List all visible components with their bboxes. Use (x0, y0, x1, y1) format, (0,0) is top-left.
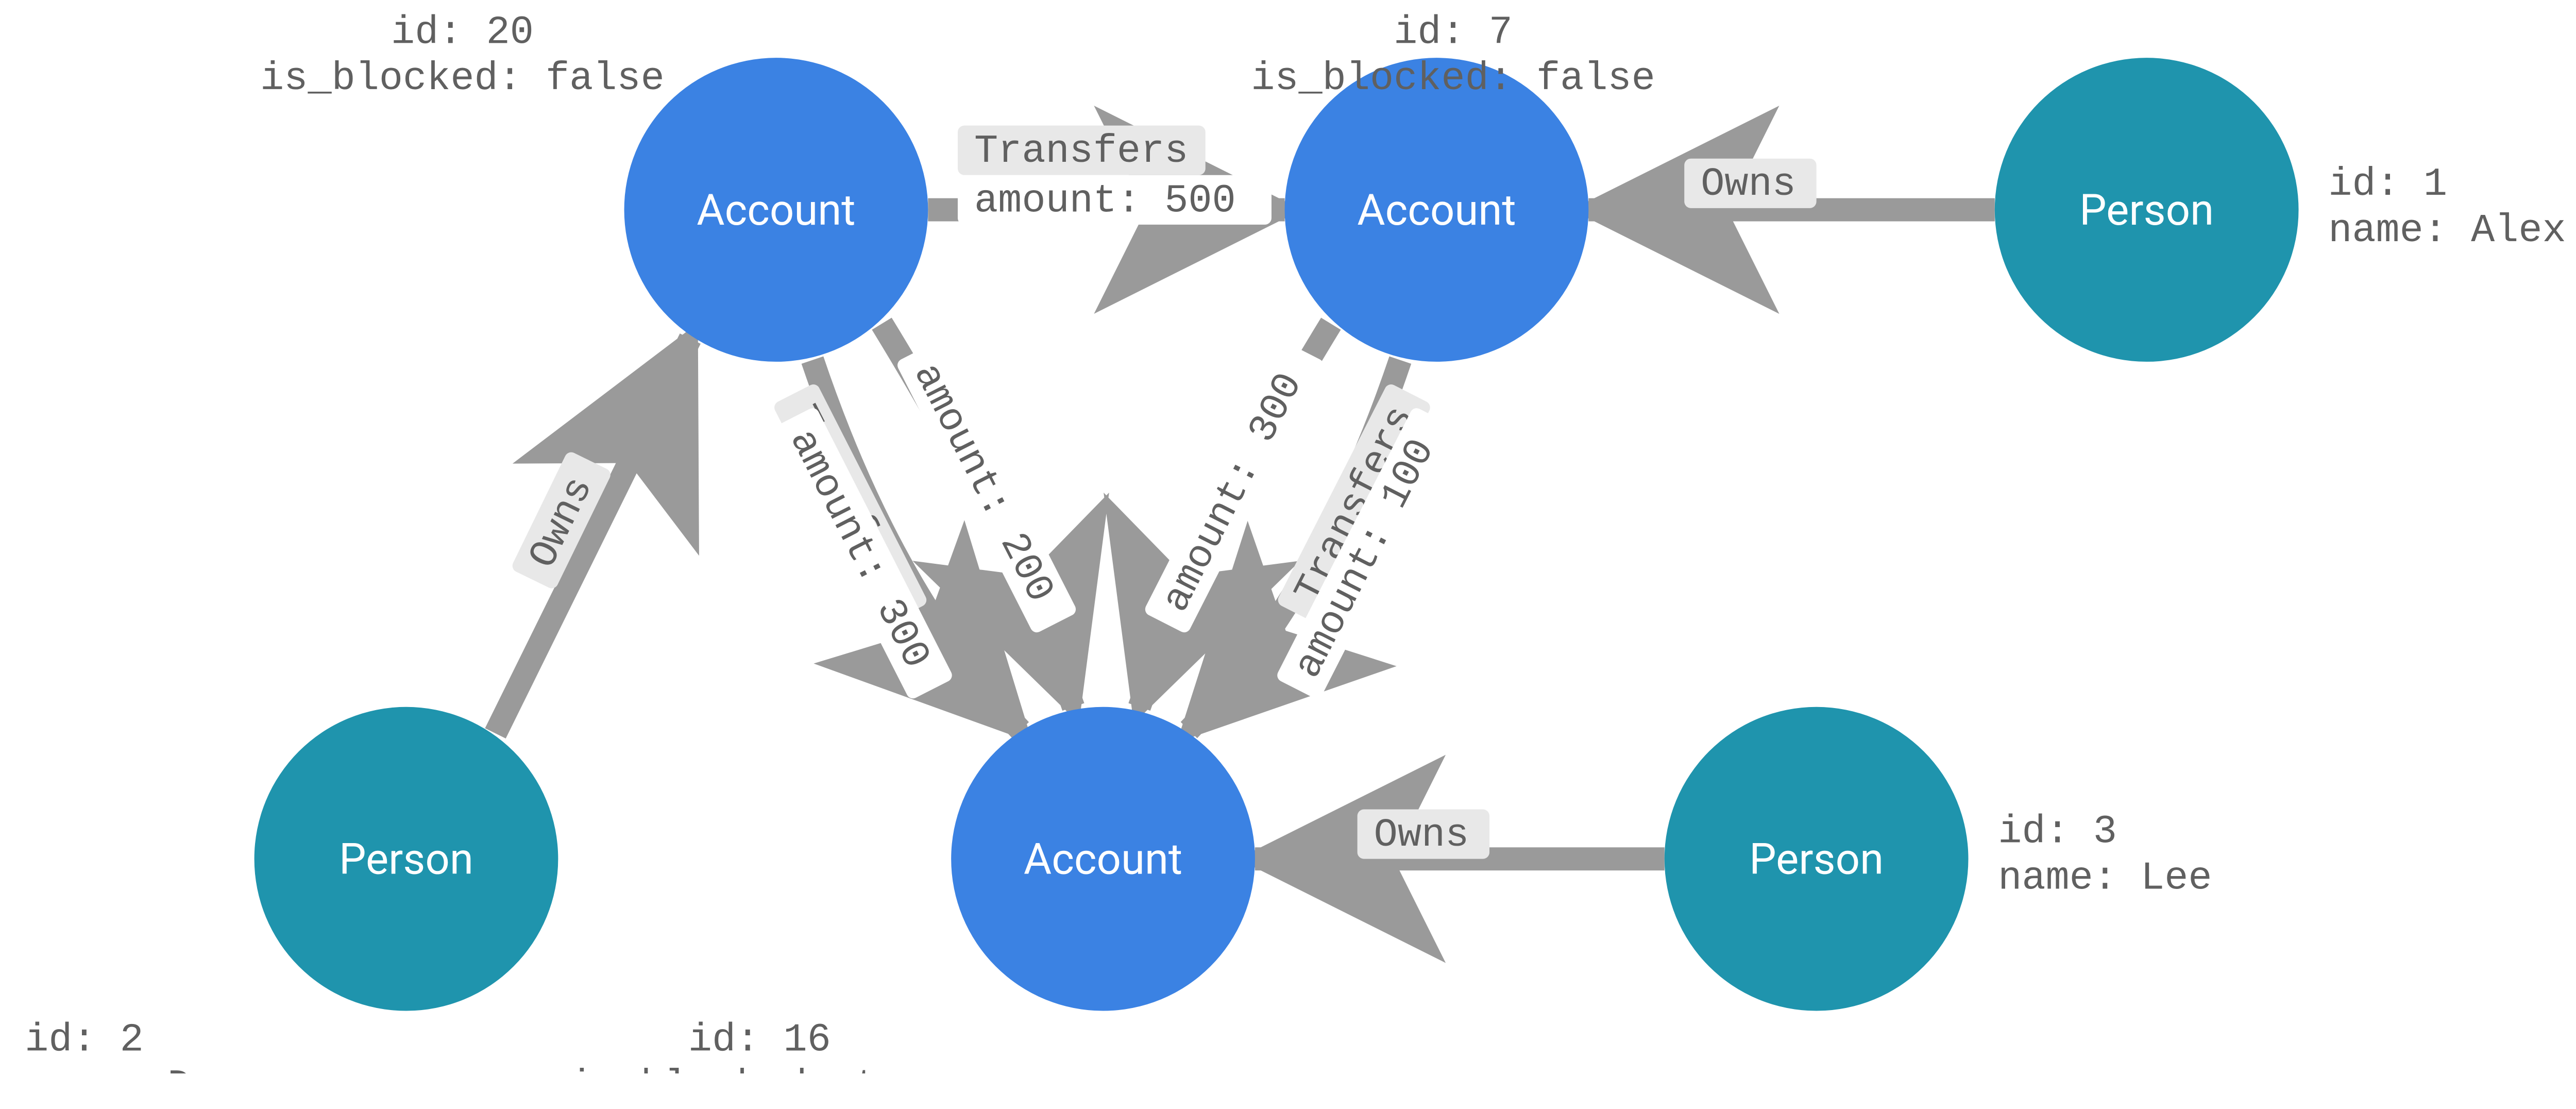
edge-label-e_owns_1_7: Owns (1684, 159, 1816, 208)
node-props-person2: id: 2name: Dana (25, 1018, 263, 1073)
node-prop: is_blocked: false (260, 57, 665, 102)
node-label: Person (2079, 186, 2214, 236)
node-props-person3: id: 3name: Lee (1998, 810, 2212, 901)
node-props-person1: id: 1name: Alex (2328, 162, 2566, 254)
edge-label-e_owns_3_16: Owns (1358, 810, 1489, 859)
edge-label-text: Owns (1701, 162, 1796, 207)
node-label: Account (697, 186, 855, 236)
node-props-acct7: id: 7is_blocked: false (1251, 10, 1655, 102)
node-prop: id: 20 (391, 10, 534, 55)
node-label: Account (1024, 835, 1182, 885)
edge-label-text: Transfers (974, 129, 1188, 174)
graph-diagram: Transfersamount: 500OwnsOwnsOwnsTransfer… (0, 0, 2576, 1073)
node-prop: name: Lee (1998, 856, 2212, 901)
node-person2: Person (255, 707, 558, 1011)
node-acct7: Account (1285, 58, 1589, 362)
node-acct16: Account (951, 707, 1255, 1011)
node-prop: id: 3 (1998, 810, 2117, 855)
node-label: Account (1357, 186, 1516, 236)
edge-label-text: amount: 500 (974, 179, 1236, 224)
node-prop: id: 2 (25, 1018, 144, 1063)
node-prop: id: 7 (1394, 10, 1513, 55)
edge-label-text: Owns (1374, 813, 1469, 858)
edge-prop-e_transfers_20_16_a: amount: 300 (771, 406, 954, 701)
node-label: Person (1749, 835, 1884, 885)
node-prop: name: Dana (25, 1064, 263, 1073)
node-prop: is_blocked: true (569, 1064, 950, 1073)
node-prop: name: Alex (2328, 209, 2566, 254)
node-prop: is_blocked: false (1251, 57, 1655, 102)
node-props-acct20: id: 20is_blocked: false (260, 10, 665, 102)
edge-label-e_transfers_20_7: Transfers (958, 126, 1206, 175)
node-acct20: Account (624, 58, 928, 362)
node-prop: id: 16 (688, 1018, 831, 1063)
node-person3: Person (1665, 707, 1969, 1011)
node-prop: id: 1 (2328, 162, 2447, 207)
edge-prop-e_transfers_20_7: amount: 500 (958, 175, 1272, 225)
node-props-acct16: id: 16is_blocked: true (569, 1018, 950, 1073)
node-person1: Person (1995, 58, 2299, 362)
node-label: Person (339, 835, 473, 885)
edge-label-text: amount: 200 (904, 356, 1062, 610)
edge-e_owns_2_20 (496, 339, 690, 733)
